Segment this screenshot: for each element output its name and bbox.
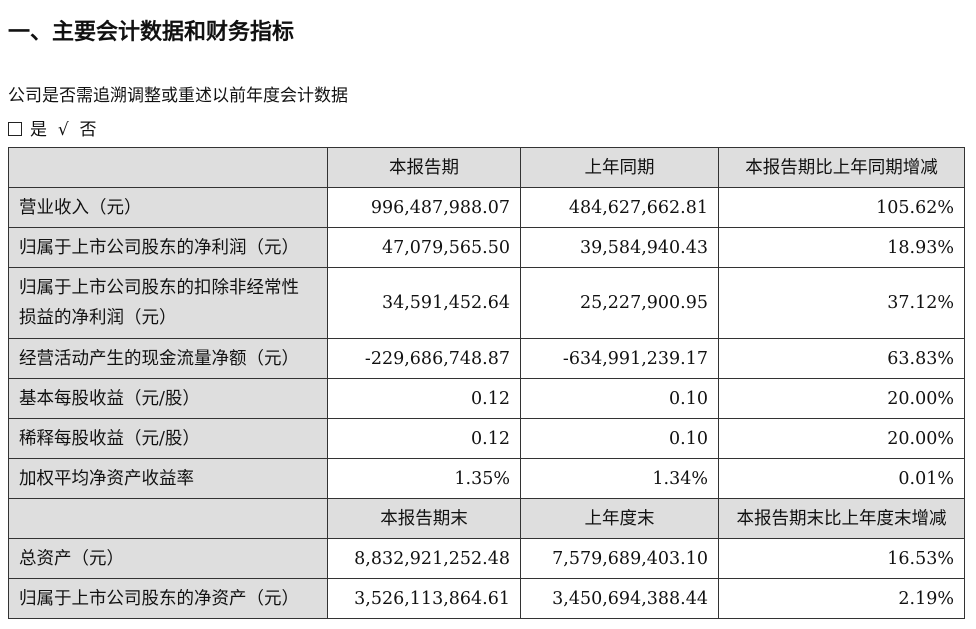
header-cell: 本报告期末: [327, 498, 521, 539]
value-cell: 2.19%: [718, 578, 965, 619]
table-row: 经营活动产生的现金流量净额（元） -229,686,748.87 -634,991,…: [8, 338, 965, 379]
value-cell: 0.12: [327, 378, 521, 419]
value-cell: 0.10: [520, 418, 719, 459]
value-cell: 0.12: [327, 418, 521, 459]
table-row: 归属于上市公司股东的净资产（元） 3,526,113,864.61 3,450,69…: [8, 578, 965, 619]
table-row: 加权平均净资产收益率 1.35% 1.34% 0.01%: [8, 458, 965, 499]
value-cell: 3,450,694,388.44: [520, 578, 719, 619]
value-cell: 484,627,662.81: [520, 187, 719, 228]
value-cell: -634,991,239.17: [520, 338, 719, 379]
value-cell: 63.83%: [718, 338, 965, 379]
section-title: 一、主要会计数据和财务指标: [8, 20, 295, 45]
value-cell: -229,686,748.87: [327, 338, 521, 379]
value-cell: 16.53%: [718, 538, 965, 579]
value-cell: 1.35%: [327, 458, 521, 499]
row-label: 基本每股收益（元/股）: [8, 378, 328, 419]
value-cell: 47,079,565.50: [327, 227, 521, 268]
header-cell: 本报告期: [327, 147, 521, 188]
data-table: 本报告期 上年同期 本报告期比上年同期增减 营业收入（元） 996,487,988.07…: [8, 147, 965, 619]
note: 公司是否需追溯调整或重述以前年度会计数据: [8, 86, 348, 106]
table-row: 基本每股收益（元/股） 0.12 0.10 20.00%: [8, 378, 965, 419]
value-cell: 0.01%: [718, 458, 965, 499]
value-cell: 37.12%: [718, 267, 965, 339]
header-cell: [8, 147, 328, 188]
value-cell: 20.00%: [718, 378, 965, 419]
table-row: 归属于上市公司股东的扣除非经常性损益的净利润（元） 34,591,452.64 25…: [8, 267, 965, 339]
value-cell: 39,584,940.43: [520, 227, 719, 268]
value-cell: 18.93%: [718, 227, 965, 268]
choice-no: 否: [79, 120, 97, 140]
value-cell: 996,487,988.07: [327, 187, 521, 228]
header-cell: 本报告期末比上年度末增减: [718, 498, 965, 539]
table-row: 稀释每股收益（元/股） 0.12 0.10 20.00%: [8, 418, 965, 459]
row-label: 经营活动产生的现金流量净额（元）: [8, 338, 328, 379]
row-label: 营业收入（元）: [8, 187, 328, 228]
header-cell: 上年同期: [520, 147, 719, 188]
value-cell: 34,591,452.64: [327, 267, 521, 339]
row-label: 稀释每股收益（元/股）: [8, 418, 328, 459]
value-cell: 8,832,921,252.48: [327, 538, 521, 579]
choice-yes: 是: [30, 120, 47, 140]
value-cell: 7,579,689,403.10: [520, 538, 719, 579]
table-row: 总资产（元） 8,832,921,252.48 7,579,689,403.10 16…: [8, 538, 965, 579]
value-cell: 3,526,113,864.61: [327, 578, 521, 619]
row-label: 归属于上市公司股东的净资产（元）: [8, 578, 328, 619]
choice-check: √: [57, 120, 69, 140]
header-row: 本报告期末 上年度末 本报告期末比上年度末增减: [8, 498, 965, 539]
row-label: 加权平均净资产收益率: [8, 458, 328, 499]
table-row: 归属于上市公司股东的净利润（元） 47,079,565.50 39,584,940.…: [8, 227, 965, 268]
value-cell: 1.34%: [520, 458, 719, 499]
row-label: 总资产（元）: [8, 538, 328, 579]
header-cell: [8, 498, 328, 539]
value-cell: 0.10: [520, 378, 719, 419]
value-cell: 20.00%: [718, 418, 965, 459]
value-cell: 105.62%: [718, 187, 965, 228]
header-row: 本报告期 上年同期 本报告期比上年同期增减: [8, 147, 965, 188]
checkbox: [8, 122, 22, 136]
row-label: 归属于上市公司股东的净利润（元）: [8, 227, 328, 268]
header-cell: 本报告期比上年同期增减: [718, 147, 965, 188]
header-cell: 上年度末: [520, 498, 719, 539]
row-label: 归属于上市公司股东的扣除非经常性损益的净利润（元）: [8, 267, 328, 339]
value-cell: 25,227,900.95: [520, 267, 719, 339]
choice-line: 是 √ 否: [8, 115, 96, 140]
table-row: 营业收入（元） 996,487,988.07 484,627,662.81 105.6…: [8, 187, 965, 228]
